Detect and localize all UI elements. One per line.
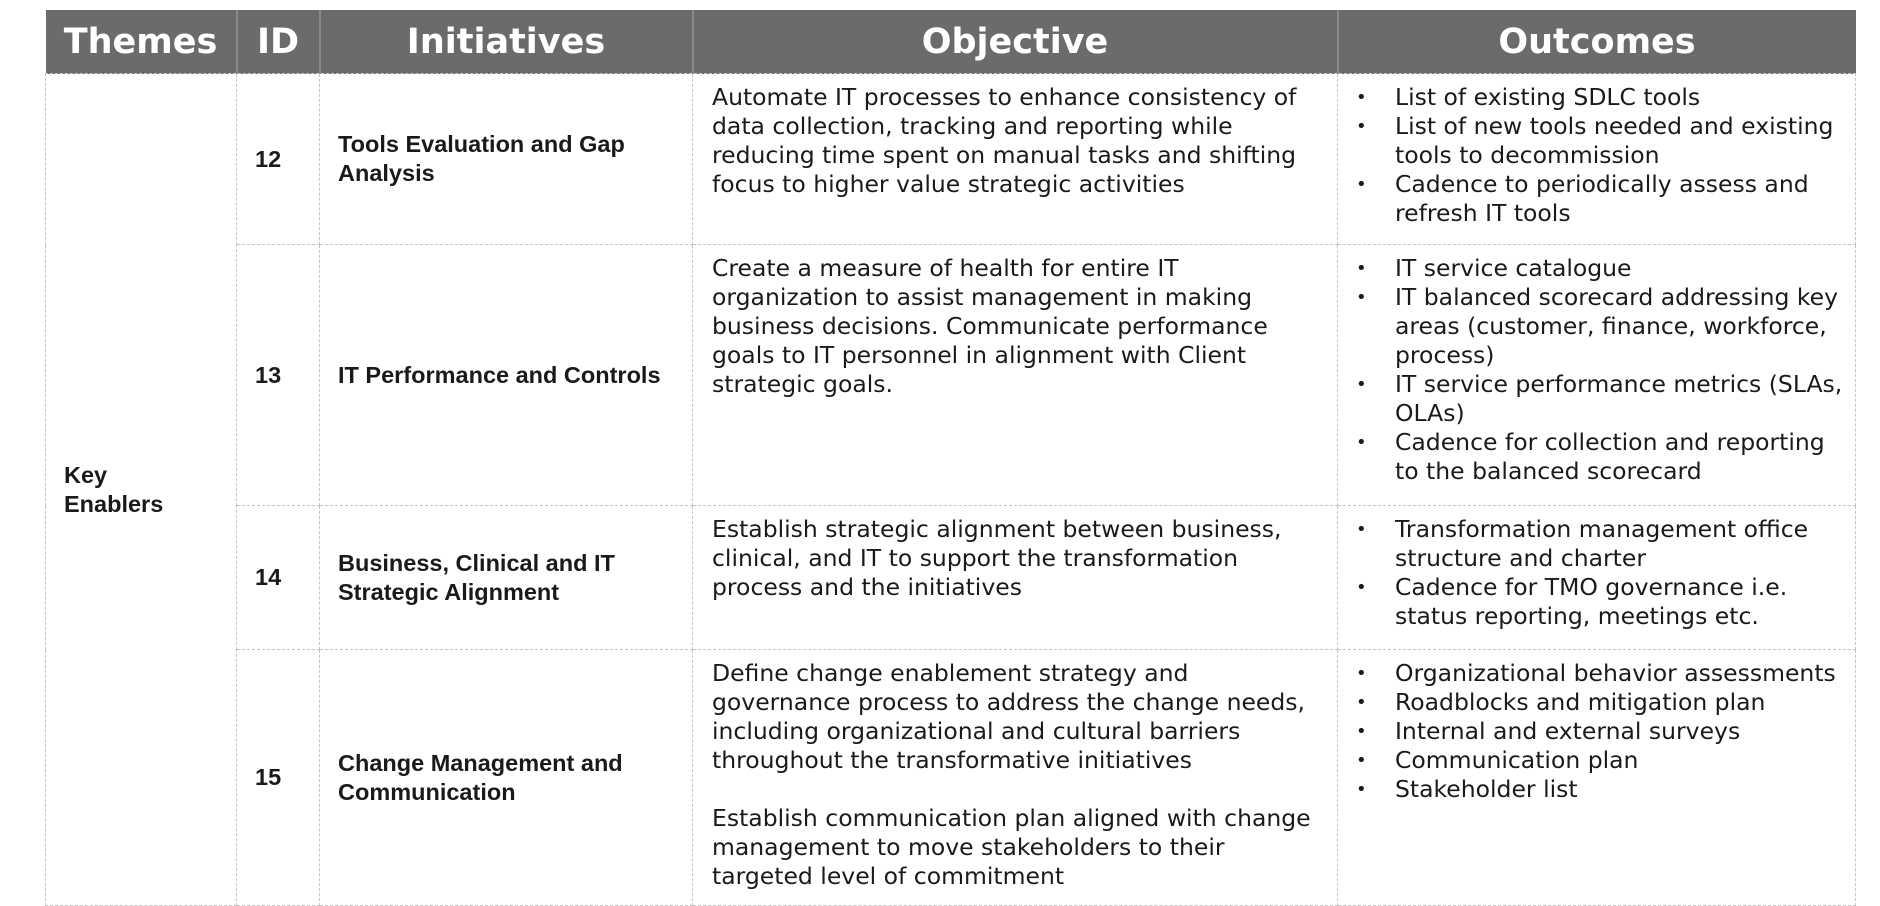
outcomes-cell: • IT service catalogue • IT balanced score… xyxy=(1337,244,1856,506)
bullet-icon: • xyxy=(1356,721,1367,742)
bullet-icon: • xyxy=(1356,287,1367,308)
outcomes-cell: • Transformation management office struct… xyxy=(1337,505,1856,650)
theme-label: Key Enablers xyxy=(64,461,164,517)
outcome-text: Transformation management office structu… xyxy=(1395,515,1809,572)
bullet-icon: • xyxy=(1356,374,1367,395)
header-outcomes: Outcomes xyxy=(1337,10,1856,74)
outcomes-list: • IT service catalogue • IT balanced score… xyxy=(1356,254,1845,486)
outcome-item: • List of existing SDLC tools xyxy=(1356,83,1845,112)
outcome-item: • List of new tools needed and existing t… xyxy=(1356,112,1845,170)
objective-text: Create a measure of health for entire IT… xyxy=(712,254,1268,398)
objective-cell: Automate IT processes to enhance consist… xyxy=(692,73,1338,245)
outcome-text: Organizational behavior assessments xyxy=(1395,659,1836,687)
outcome-item: • Transformation management office struct… xyxy=(1356,515,1845,573)
outcomes-list: • Organizational behavior assessments • Ro… xyxy=(1356,659,1845,804)
bullet-icon: • xyxy=(1356,519,1367,540)
outcome-text: IT service performance metrics (SLAs, OL… xyxy=(1395,370,1843,427)
table-row: 15 Change Management and Communication D… xyxy=(46,649,1856,906)
initiatives-table: Themes ID Initiatives Objective Outcomes… xyxy=(45,10,1856,906)
outcome-item: • Organizational behavior assessments xyxy=(1356,659,1845,688)
outcome-text: Stakeholder list xyxy=(1395,775,1578,803)
outcome-text: Internal and external surveys xyxy=(1395,717,1741,745)
id-cell: 12 xyxy=(236,73,320,245)
bullet-icon: • xyxy=(1356,116,1367,137)
outcome-item: • Internal and external surveys xyxy=(1356,717,1845,746)
outcome-item: • Cadence to periodically assess and refr… xyxy=(1356,170,1845,228)
bullet-icon: • xyxy=(1356,779,1367,800)
objective-cell: Define change enablement strategy and go… xyxy=(692,649,1338,906)
objective-text: Establish communication plan aligned wit… xyxy=(712,804,1311,890)
table-row: 14 Business, Clinical and IT Strategic A… xyxy=(46,505,1856,650)
initiative-cell: Change Management and Communication xyxy=(319,649,693,906)
header-id: ID xyxy=(236,10,321,74)
id-cell: 14 xyxy=(236,505,320,650)
outcome-text: Cadence to periodically assess and refre… xyxy=(1395,170,1809,227)
outcome-text: Cadence for TMO governance i.e. status r… xyxy=(1395,573,1788,630)
bullet-icon: • xyxy=(1356,174,1367,195)
outcome-item: • Roadblocks and mitigation plan xyxy=(1356,688,1845,717)
objective-text: Define change enablement strategy and go… xyxy=(712,659,1306,774)
theme-cell: Key Enablers xyxy=(45,73,237,906)
objective-text: Automate IT processes to enhance consist… xyxy=(712,83,1297,198)
outcome-text: Cadence for collection and reporting to … xyxy=(1395,428,1825,485)
page: Themes ID Initiatives Objective Outcomes… xyxy=(45,10,1856,906)
header-themes: Themes xyxy=(45,10,238,74)
outcomes-cell: • Organizational behavior assessments • Ro… xyxy=(1337,649,1856,906)
outcomes-cell: • List of existing SDLC tools • List of ne… xyxy=(1337,73,1856,245)
outcome-text: IT balanced scorecard addressing key are… xyxy=(1395,283,1839,369)
outcome-text: List of new tools needed and existing to… xyxy=(1395,112,1834,169)
objective-cell: Establish strategic alignment between bu… xyxy=(692,505,1338,650)
outcome-text: List of existing SDLC tools xyxy=(1395,83,1701,111)
bullet-icon: • xyxy=(1356,692,1367,713)
outcome-item: • Cadence for collection and reporting to… xyxy=(1356,428,1845,486)
initiative-cell: Business, Clinical and IT Strategic Alig… xyxy=(319,505,693,650)
header-objective: Objective xyxy=(692,10,1339,74)
outcome-text: IT service catalogue xyxy=(1395,254,1632,282)
bullet-icon: • xyxy=(1356,577,1367,598)
bullet-icon: • xyxy=(1356,87,1367,108)
outcomes-list: • Transformation management office struct… xyxy=(1356,515,1845,631)
table-row: 13 IT Performance and Controls Create a … xyxy=(46,244,1856,506)
outcome-item: • IT service catalogue xyxy=(1356,254,1845,283)
outcome-item: • IT balanced scorecard addressing key ar… xyxy=(1356,283,1845,370)
initiative-cell: IT Performance and Controls xyxy=(319,244,693,506)
outcome-text: Roadblocks and mitigation plan xyxy=(1395,688,1766,716)
objective-text: Establish strategic alignment between bu… xyxy=(712,515,1282,601)
outcome-item: • IT service performance metrics (SLAs, O… xyxy=(1356,370,1845,428)
id-cell: 15 xyxy=(236,649,320,906)
outcomes-list: • List of existing SDLC tools • List of ne… xyxy=(1356,83,1845,228)
objective-cell: Create a measure of health for entire IT… xyxy=(692,244,1338,506)
outcome-text: Communication plan xyxy=(1395,746,1639,774)
header-initiatives: Initiatives xyxy=(319,10,694,74)
id-cell: 13 xyxy=(236,244,320,506)
initiative-cell: Tools Evaluation and Gap Analysis xyxy=(319,73,693,245)
outcome-item: • Communication plan xyxy=(1356,746,1845,775)
outcome-item: • Stakeholder list xyxy=(1356,775,1845,804)
bullet-icon: • xyxy=(1356,432,1367,453)
outcome-item: • Cadence for TMO governance i.e. status … xyxy=(1356,573,1845,631)
table-header-row: Themes ID Initiatives Objective Outcomes xyxy=(45,10,1856,74)
table-row: Key Enablers 12 Tools Evaluation and Gap… xyxy=(45,73,1856,906)
bullet-icon: • xyxy=(1356,258,1367,279)
bullet-icon: • xyxy=(1356,663,1367,684)
bullet-icon: • xyxy=(1356,750,1367,771)
